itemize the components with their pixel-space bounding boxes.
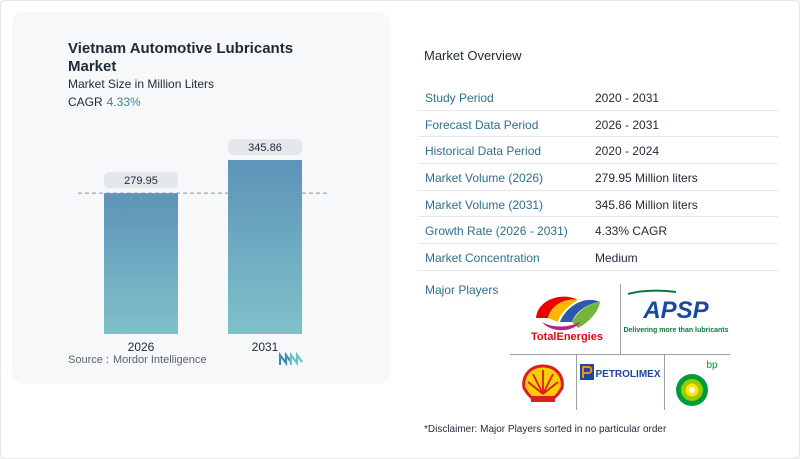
overview-title: Market Overview: [424, 48, 522, 63]
value-label: 279.95: [124, 175, 158, 187]
overview-row: Market Volume (2031) 345.86 Million liter…: [418, 191, 778, 218]
category-label: 2026: [128, 340, 155, 354]
major-players-grid: TotalEnergies APSP Delivering more than …: [510, 284, 736, 410]
overview-row: Market Concentration Medium: [418, 244, 778, 271]
overview-value: 4.33% CAGR: [595, 224, 668, 239]
apsp-logo: APSP Delivering more than lubricants: [623, 289, 729, 334]
overview-row: Market Volume (2026) 279.95 Million liter…: [418, 164, 778, 191]
value-label: 345.86: [248, 142, 282, 154]
overview-key: Market Volume (2031): [425, 197, 544, 212]
apsp-logo-tagline: Delivering more than lubricants: [623, 327, 728, 334]
grid-divider: [664, 354, 665, 410]
source-value: Mordor Intelligence: [112, 354, 207, 366]
overview-key: Study Period: [425, 91, 494, 105]
overview-value: 345.86 Million liters: [595, 197, 698, 212]
grid-divider: [620, 284, 621, 354]
bar-2031: [228, 160, 302, 334]
overview-value: 2026 - 2031: [595, 117, 660, 132]
overview-value: 2020 - 2024: [595, 144, 660, 159]
petrolimex-logo: PETROLIMEX: [580, 364, 661, 380]
category-label: 2031: [252, 340, 279, 354]
value-label-bg: [228, 139, 302, 155]
overview-key: Historical Data Period: [425, 144, 542, 159]
chart-subtitle: Market Size in Million Liters: [68, 77, 215, 91]
overview-key: Market Volume (2026): [425, 171, 544, 186]
overview-value: 2020 - 2031: [595, 91, 660, 105]
cagr-label: CAGR: [68, 95, 103, 109]
grid-divider: [576, 354, 577, 410]
shell-logo: [518, 362, 568, 406]
overview-row: Growth Rate (2026 - 2031) 4.33% CAGR: [418, 217, 778, 245]
overview-value: Medium: [595, 251, 638, 266]
overview-table: Study Period 2020 - 2031 Forecast Data Pe…: [418, 84, 778, 271]
bp-logo: bp: [676, 360, 718, 406]
major-players-label: Major Players: [425, 283, 499, 297]
overview-key: Growth Rate (2026 - 2031): [425, 224, 568, 239]
overview-row: Historical Data Period 2020 - 2024: [418, 137, 778, 165]
bar-2026: [104, 193, 178, 334]
bar-chart: 279.95 2026 345.86 2031: [78, 139, 330, 354]
grid-divider: [510, 354, 730, 355]
overview-value: 279.95 Million liters: [595, 171, 698, 186]
source-label: Source :: [68, 354, 109, 366]
value-label-bg: [104, 172, 178, 189]
overview-row: Study Period 2020 - 2031: [418, 84, 778, 111]
totalenergies-logo: TotalEnergies: [531, 296, 603, 343]
cagr-value: 4.33%: [106, 95, 141, 109]
overview-key: Market Concentration: [425, 251, 540, 266]
chart-title: Vietnam Automotive Lubricants Market: [68, 40, 294, 75]
totalenergies-logo-text: TotalEnergies: [531, 331, 603, 343]
overview-row: Forecast Data Period 2026 - 2031: [418, 111, 778, 138]
cagr-line: CAGR 4.33%: [68, 95, 141, 109]
disclaimer: *Disclaimer: Major Players sorted in no …: [424, 424, 667, 435]
overview-key: Forecast Data Period: [425, 117, 539, 132]
market-size-card: [12, 12, 390, 384]
mordor-intelligence-icon: [279, 352, 303, 366]
apsp-logo-text: APSP: [642, 297, 709, 324]
petrolimex-logo-text: PETROLIMEX: [595, 369, 660, 380]
source-line: Source : Mordor Intelligence: [68, 354, 207, 366]
bp-logo-text: bp: [706, 360, 718, 371]
